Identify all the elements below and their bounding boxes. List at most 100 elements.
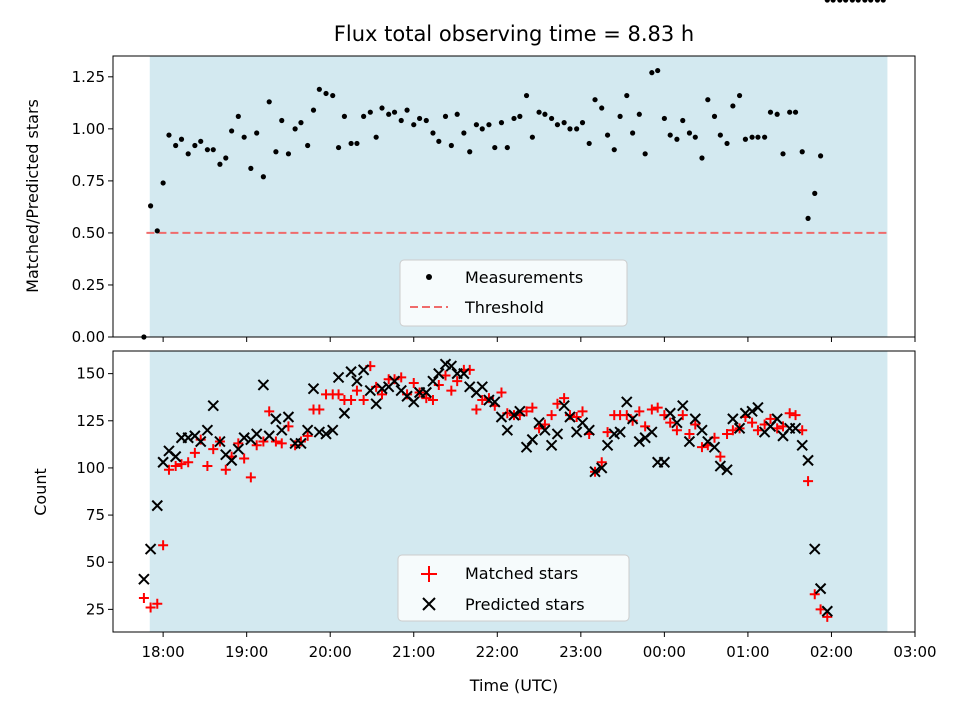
y-tick-label: 75	[86, 506, 105, 524]
measurement-point	[391, 109, 398, 115]
predicted-star-point	[533, 416, 545, 429]
measurement-point	[461, 130, 467, 136]
predicted-star-point	[570, 426, 583, 438]
bottom-legend-box	[397, 554, 630, 622]
matched-star-point	[239, 453, 250, 464]
measurement-point	[185, 151, 191, 157]
legend-measurements-marker	[426, 274, 432, 280]
measurement-point	[154, 228, 160, 234]
measurement-point	[711, 113, 718, 119]
measurement-point	[817, 153, 824, 159]
measurement-point	[341, 113, 348, 119]
matched-star-point	[358, 395, 369, 406]
measurement-point	[210, 147, 216, 153]
measurement-point	[504, 144, 510, 151]
measurement-point	[266, 99, 272, 105]
top-panel: 0.00 0.25 0.50 0.75 1.00 1.25 Matched/Predict…	[23, 0, 916, 346]
measurement-point	[736, 92, 743, 99]
predicted-star-point	[138, 573, 150, 585]
matched-star-point	[784, 408, 795, 419]
legend-threshold-label: Threshold	[464, 298, 544, 317]
bottom-panel: 25 50 75 100 125 150 18:00 19:00 20:00 21:00 22:0…	[31, 351, 937, 695]
matched-star-point	[314, 404, 325, 415]
measurement-point	[749, 134, 755, 140]
matched-star-point	[552, 398, 563, 409]
y-tick-label: 50	[86, 553, 105, 571]
measurement-point	[880, 0, 886, 3]
predicted-star-point	[301, 424, 314, 436]
predicted-star-point	[601, 439, 614, 452]
measurement-point	[323, 90, 329, 97]
matched-star-point	[571, 412, 582, 423]
measurement-point	[160, 180, 166, 186]
measurement-point	[680, 117, 686, 124]
measurement-point	[223, 155, 229, 161]
matched-star-point	[803, 476, 814, 487]
matched-star-point	[302, 430, 313, 441]
predicted-star-point	[320, 428, 332, 440]
measurement-point	[386, 111, 392, 117]
matched-star-point	[665, 417, 676, 428]
measurement-point	[862, 0, 868, 3]
predicted-star-point	[420, 386, 432, 399]
predicted-star-point	[276, 424, 288, 436]
predicted-star-point	[195, 435, 207, 448]
measurement-point	[273, 149, 279, 155]
measurement-point	[762, 134, 768, 140]
x-tick-label: 01:00	[726, 643, 769, 661]
matched-star-point	[176, 459, 187, 470]
measurement-point	[554, 122, 561, 128]
legend-predicted-marker	[422, 597, 436, 611]
predicted-star-point	[539, 424, 551, 436]
predicted-star-point	[313, 426, 326, 438]
predicted-star-point	[746, 405, 758, 418]
matched-star-point	[684, 428, 695, 439]
matched-star-point	[183, 457, 194, 468]
predicted-star-point	[327, 424, 339, 436]
measurement-point	[411, 122, 417, 128]
predicted-star-point	[664, 407, 676, 419]
y-tick-label: 150	[76, 365, 105, 383]
x-tick-label: 21:00	[392, 643, 435, 661]
measurement-point	[805, 215, 811, 221]
measurement-point	[792, 109, 799, 115]
predicted-star-point	[364, 384, 377, 397]
matched-star-point	[163, 464, 174, 475]
measurement-point	[523, 92, 530, 99]
predicted-star-point	[677, 399, 689, 412]
matched-star-point	[452, 376, 463, 387]
measurement-point	[787, 109, 793, 115]
measurement-point	[780, 151, 786, 157]
matched-star-point	[696, 442, 707, 453]
predicted-star-point	[520, 441, 533, 453]
y-tick-label: 125	[76, 412, 105, 430]
measurement-point	[855, 0, 861, 3]
matched-star-point	[170, 461, 181, 472]
predicted-star-point	[802, 454, 814, 467]
measurement-point	[335, 144, 342, 151]
x-tick-label: 03:00	[893, 643, 936, 661]
predicted-star-point	[714, 460, 727, 472]
top-ylabel: Matched/Predicted stars	[23, 99, 42, 293]
predicted-star-point	[408, 396, 420, 408]
legend-matched-marker	[421, 566, 437, 582]
predicted-star-point	[257, 379, 270, 391]
x-axis-label: Time (UTC)	[469, 676, 558, 695]
predicted-star-point	[646, 426, 658, 438]
y-tick-label: 25	[86, 600, 105, 618]
measurement-point	[398, 117, 404, 124]
bottom-ylabel: Count	[31, 468, 50, 516]
matched-star-point	[158, 540, 169, 551]
matched-star-point	[527, 402, 538, 413]
measurement-point	[479, 126, 485, 132]
measurement-point	[361, 113, 367, 119]
measurement-point	[774, 111, 780, 117]
matched-star-point	[145, 602, 156, 613]
matched-star-point	[722, 428, 733, 439]
predicted-star-point	[151, 499, 163, 512]
matched-star-point	[559, 393, 570, 404]
matched-star-point	[408, 378, 419, 389]
x-tick-label: 23:00	[559, 643, 602, 661]
predicted-star-point	[345, 366, 357, 378]
measurement-point	[630, 130, 636, 136]
